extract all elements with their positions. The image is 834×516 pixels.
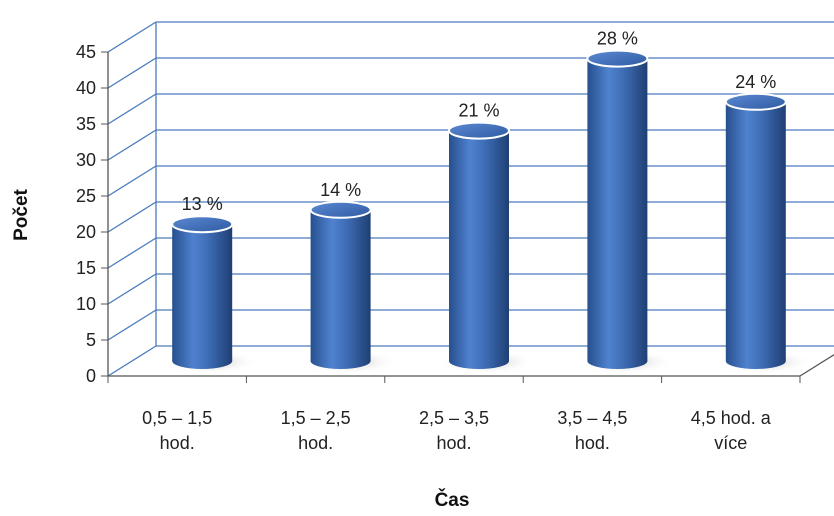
y-tick-label: 40	[76, 78, 96, 98]
bar-top	[448, 121, 510, 140]
x-tick-label: více	[714, 433, 747, 453]
gridline-side	[107, 201, 157, 233]
data-label: 28 %	[597, 29, 638, 49]
bar-body	[310, 209, 371, 369]
bar-top	[724, 92, 787, 111]
y-tick-label: 10	[76, 294, 96, 314]
gridline-side	[107, 237, 157, 269]
y-tick-label: 5	[86, 330, 96, 350]
data-label: 24 %	[735, 72, 776, 92]
y-tick-label: 25	[76, 186, 96, 206]
bar-body	[587, 58, 648, 369]
bar-body	[449, 130, 509, 369]
x-tick-label: hod.	[436, 433, 471, 453]
labels-layer: 0 5 10 15 20 25 30 35 40 45 13 % 0,5 – 1,5 hod. 14 % 1…	[76, 29, 776, 453]
gridline-side	[107, 129, 157, 161]
bar	[162, 215, 259, 374]
bar-body	[725, 101, 786, 370]
gridline-side	[107, 57, 157, 89]
gridline-side	[107, 165, 157, 197]
y-tick-label: 30	[76, 150, 96, 170]
bars-layer	[162, 49, 812, 374]
x-tick-label: 2,5 – 3,5	[419, 408, 489, 428]
x-tick-label: 3,5 – 4,5	[557, 408, 627, 428]
y-axis-title: Počet	[11, 188, 32, 240]
floor-right-edge	[799, 353, 834, 377]
y-tick-label: 35	[76, 114, 96, 134]
data-label: 13 %	[182, 194, 223, 214]
gridline-side	[107, 93, 157, 125]
x-tick-label: hod.	[160, 433, 195, 453]
y-tick-label: 20	[76, 222, 96, 242]
y-tick-label: 15	[76, 258, 96, 278]
data-label: 21 %	[458, 101, 499, 121]
gridline-side	[107, 309, 157, 341]
bar-top	[309, 200, 372, 219]
bar	[300, 200, 397, 374]
x-tick-label: hod.	[575, 433, 610, 453]
gridline-side	[107, 21, 157, 53]
x-tick-label: hod.	[298, 433, 333, 453]
gridline-side	[107, 273, 157, 305]
bar-top	[586, 49, 649, 68]
bar-top	[171, 215, 234, 234]
gridline-side	[107, 345, 157, 377]
x-tick-label: 4,5 hod. a	[691, 408, 772, 428]
x-axis-title: Čas	[435, 489, 470, 511]
data-label: 14 %	[320, 180, 361, 200]
bar	[715, 92, 812, 374]
bar	[577, 49, 674, 374]
y-tick-label: 45	[76, 42, 96, 62]
x-tick-label: 0,5 – 1,5	[142, 408, 212, 428]
bar	[439, 121, 535, 374]
y-tick-label: 0	[86, 366, 96, 386]
x-tick-label: 1,5 – 2,5	[281, 408, 351, 428]
bar-body	[172, 224, 233, 369]
axis-layer	[101, 51, 834, 383]
